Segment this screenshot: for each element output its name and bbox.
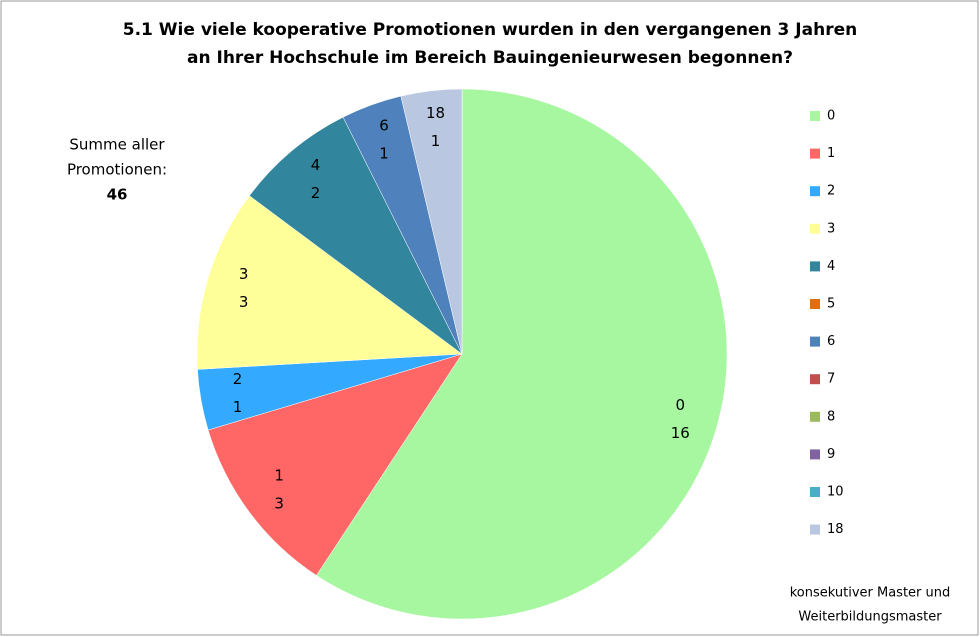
slice-value: 2	[311, 184, 321, 202]
legend-label: 1	[827, 146, 835, 161]
slice-label: 3	[239, 265, 249, 283]
slice-label: 18	[426, 104, 445, 122]
annotation: Summe aller	[69, 136, 165, 154]
slice-label: 2	[233, 370, 243, 388]
legend-label: 8	[827, 409, 835, 424]
legend-label: 18	[827, 522, 844, 537]
annotation: 46	[107, 186, 128, 204]
legend-swatch	[810, 449, 820, 460]
slice-value: 3	[239, 293, 249, 311]
legend-swatch	[810, 261, 820, 272]
legend-swatch	[810, 299, 820, 309]
slice-value: 3	[274, 495, 284, 513]
slice-label: 1	[274, 467, 284, 485]
legend-label: 6	[827, 334, 835, 349]
slice-value: 1	[379, 144, 389, 162]
legend-label: 7	[827, 372, 835, 387]
legend-swatch	[810, 336, 820, 347]
pie-slice	[400, 88, 463, 355]
legend-swatch	[810, 487, 820, 497]
legend-label: 4	[827, 259, 835, 274]
legend-label: 0	[827, 109, 835, 124]
legend-label: 10	[827, 485, 844, 500]
legend-label: 5	[827, 297, 835, 312]
slice-value: 1	[431, 132, 441, 150]
annotation: Promotionen:	[67, 161, 167, 179]
annotation: Weiterbildungsmaster	[798, 610, 942, 625]
annotation: konsekutiver Master und	[790, 586, 951, 601]
legend-swatch	[810, 223, 820, 234]
pie-slice	[196, 195, 463, 370]
legend-swatch	[810, 411, 820, 422]
legend-swatch	[810, 524, 820, 535]
pie-slice	[207, 353, 463, 576]
legend-label: 2	[827, 184, 835, 199]
legend-label: 3	[827, 221, 835, 236]
chart-title: 5.1 Wie viele kooperative Promotionen wu…	[123, 20, 857, 40]
slice-value: 16	[671, 424, 690, 442]
pie-slice	[249, 116, 463, 355]
legend-swatch	[810, 111, 820, 121]
slice-label: 4	[311, 156, 321, 174]
slice-label: 6	[379, 116, 389, 134]
legend-swatch	[810, 148, 820, 159]
legend-label: 9	[827, 447, 835, 462]
legend-swatch	[810, 374, 820, 385]
legend-swatch	[810, 186, 820, 197]
chart-title: an Ihrer Hochschule im Bereich Bauingeni…	[187, 48, 793, 68]
pie-slice	[316, 88, 728, 620]
slice-label: 0	[676, 396, 686, 414]
slice-value: 1	[233, 398, 243, 416]
